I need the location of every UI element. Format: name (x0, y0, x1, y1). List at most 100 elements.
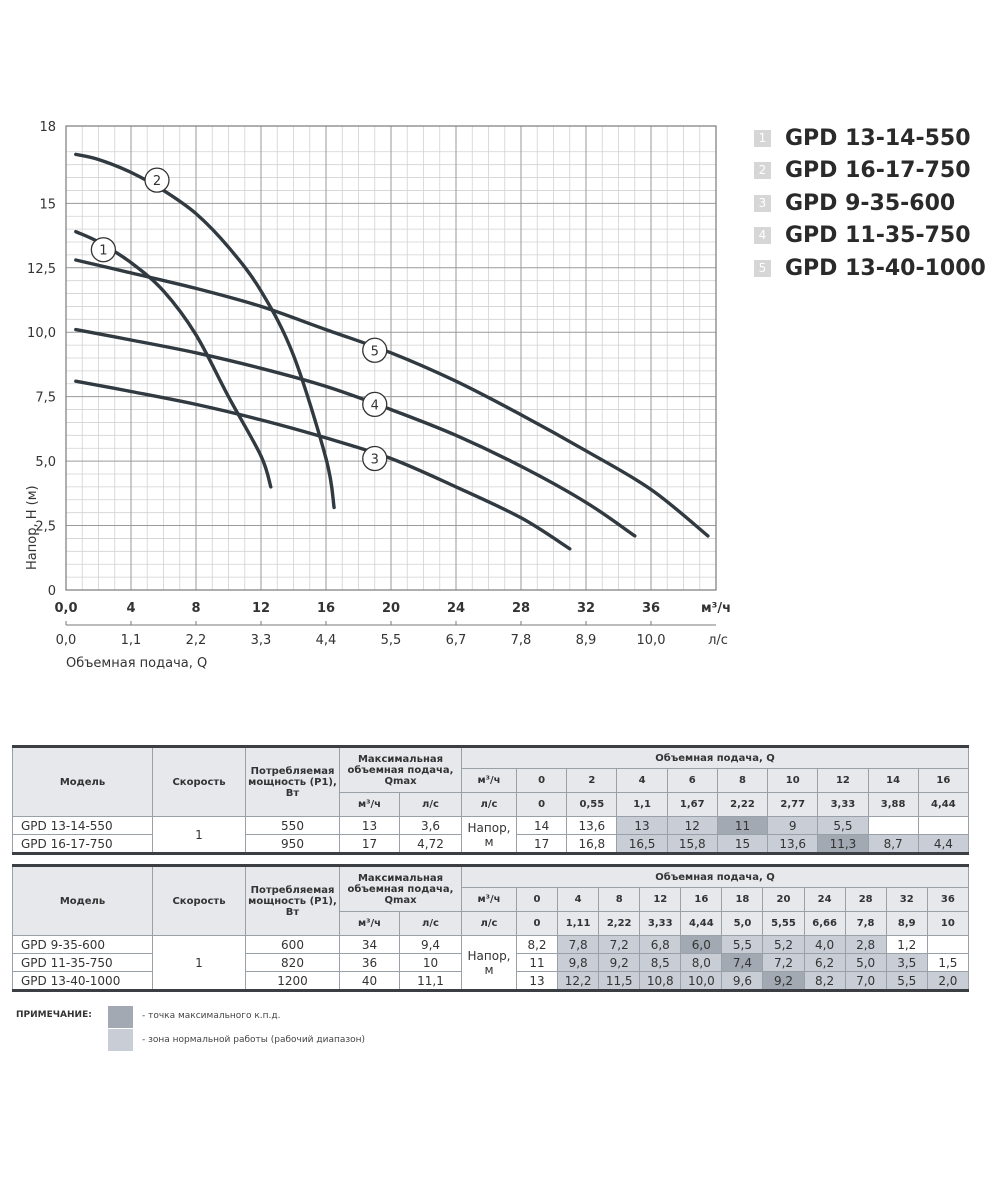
x-tick-label: 36 (642, 601, 660, 616)
table-row: GPD 16-17-750 950 17 4,72 17 16,8 16,5 1… (12, 834, 970, 855)
header-power: Потребляемая мощность (Р1), Вт (245, 864, 340, 936)
q-ls-cell: 2,77 (767, 792, 819, 817)
head-value-cell: 14 (515, 816, 568, 835)
head-value-cell: 7,0 (844, 971, 887, 992)
head-value-cell: 6,0 (680, 935, 723, 954)
qmax-m3h-cell: 40 (339, 971, 400, 992)
header-qmax-m3h: м³/ч (339, 911, 400, 936)
y-tick-label: 15 (39, 197, 56, 212)
head-value-cell: 5,5 (817, 816, 869, 835)
head-value-cell: 15,8 (666, 834, 718, 855)
head-value-cell: 11 (515, 953, 559, 972)
curve-marker-label: 3 (371, 453, 379, 468)
q-m3h-cell: 14 (867, 768, 919, 793)
header-qmax-ls: л/с (399, 792, 462, 817)
table-row: GPD 13-40-1000 1200 40 11,1 13 12,2 11,5… (12, 971, 970, 992)
q-ls-cell: 0 (515, 911, 559, 936)
q-ls-cell: 0 (515, 792, 568, 817)
q-ls-cell: 0,55 (566, 792, 618, 817)
head-value-cell: 10,0 (680, 971, 723, 992)
head-value-cell: 4,4 (917, 834, 970, 855)
curve-2 (74, 152, 336, 510)
head-label-cell: Напор, м (461, 816, 517, 855)
head-value-cell: 9 (767, 816, 819, 835)
head-value-cell: 1,2 (885, 935, 928, 954)
q-m3h-cell: 8 (598, 887, 641, 912)
table-row: GPD 11-35-750 820 36 10 11 9,8 9,2 8,5 8… (12, 953, 970, 972)
header-flow: Объемная подача, Q (461, 745, 969, 769)
power-cell: 1200 (245, 971, 340, 992)
head-value-cell: 4,0 (803, 935, 846, 954)
head-value-cell: 9,8 (557, 953, 600, 972)
x2-tick-label: 6,7 (446, 633, 467, 648)
head-value-cell: 13 (515, 971, 559, 992)
y-tick-label: 12,5 (27, 262, 56, 277)
qmax-m3h-cell: 34 (339, 935, 400, 954)
q-ls-cell: 1,1 (616, 792, 668, 817)
head-value-cell (926, 935, 970, 954)
x-tick-label: 24 (447, 601, 465, 616)
curve-5 (74, 258, 710, 538)
q-m3h-cell: 6 (666, 768, 718, 793)
y-tick-label: 2,5 (35, 520, 56, 535)
head-value-cell: 5,5 (885, 971, 928, 992)
head-value-cell: 12 (666, 816, 718, 835)
legend-model-name: GPD 16-17-750 (785, 158, 971, 184)
header-qmax: Максимальная объемная подача, Qmax (339, 745, 462, 793)
q-ls-cell: 2,22 (716, 792, 769, 817)
legend-model-name: GPD 9-35-600 (785, 190, 956, 216)
header-model: Модель (12, 864, 153, 936)
x-tick-label: 12 (252, 601, 270, 616)
legend-item: 3 GPD 9-35-600 (754, 187, 986, 220)
legend-number-5: 5 (754, 259, 771, 277)
x2-tick-label: 7,8 (511, 633, 532, 648)
x2-tick-label: 4,4 (316, 633, 337, 648)
head-value-cell: 3,5 (885, 953, 928, 972)
header-flow-ls-label: л/с (461, 911, 517, 936)
q-m3h-cell: 18 (721, 887, 764, 912)
x-tick-label: 32 (577, 601, 595, 616)
working-zone-note: - зона нормальной работы (рабочий диапаз… (142, 1035, 366, 1045)
power-cell: 550 (245, 816, 340, 835)
x-axis-unit: м³/ч (701, 601, 731, 616)
q-m3h-cell: 2 (566, 768, 618, 793)
head-value-cell: 16,5 (616, 834, 668, 855)
x2-tick-label: 8,9 (576, 633, 597, 648)
q-m3h-cell: 0 (515, 887, 559, 912)
legend-number-3: 3 (754, 194, 771, 212)
legend-item: 2 GPD 16-17-750 (754, 155, 986, 188)
head-value-cell: 5,0 (844, 953, 887, 972)
header-model: Модель (12, 745, 153, 817)
q-ls-cell: 3,88 (867, 792, 919, 817)
legend-model-name: GPD 13-14-550 (785, 125, 971, 151)
q-ls-cell: 6,66 (803, 911, 846, 936)
curve-marker-label: 5 (371, 344, 379, 359)
q-ls-cell: 5,55 (762, 911, 805, 936)
head-value-cell: 9,2 (598, 953, 641, 972)
model-cell: GPD 16-17-750 (12, 834, 153, 855)
x-tick-label: 0,0 (54, 601, 77, 616)
legend-item: 1 GPD 13-14-550 (754, 122, 986, 155)
legend-model-name: GPD 11-35-750 (785, 223, 971, 249)
head-value-cell: 8,2 (515, 935, 559, 954)
head-value-cell: 16,8 (566, 834, 618, 855)
head-value-cell: 6,2 (803, 953, 846, 972)
q-m3h-cell: 20 (762, 887, 805, 912)
qmax-m3h-cell: 13 (339, 816, 400, 835)
head-value-cell: 12,2 (557, 971, 600, 992)
table-row: GPD 13-14-550 1 550 13 3,6 Напор, м 14 1… (12, 816, 970, 855)
y-tick-label: 18 (39, 120, 56, 135)
head-value-cell (917, 816, 970, 835)
head-value-cell: 13,6 (566, 816, 618, 835)
x2-tick-label: 10,0 (637, 633, 666, 648)
q-m3h-cell: 10 (767, 768, 819, 793)
q-m3h-cell: 12 (817, 768, 869, 793)
model-cell: GPD 13-40-1000 (12, 971, 153, 992)
note-label: ПРИМЕЧАНИЕ: (16, 1010, 92, 1020)
x2-tick-label: 3,3 (251, 633, 272, 648)
q-m3h-cell: 12 (639, 887, 682, 912)
y-axis-label: Напор, Н (м) (25, 485, 40, 570)
q-ls-cell: 7,8 (844, 911, 887, 936)
qmax-ls-cell: 10 (399, 953, 462, 972)
